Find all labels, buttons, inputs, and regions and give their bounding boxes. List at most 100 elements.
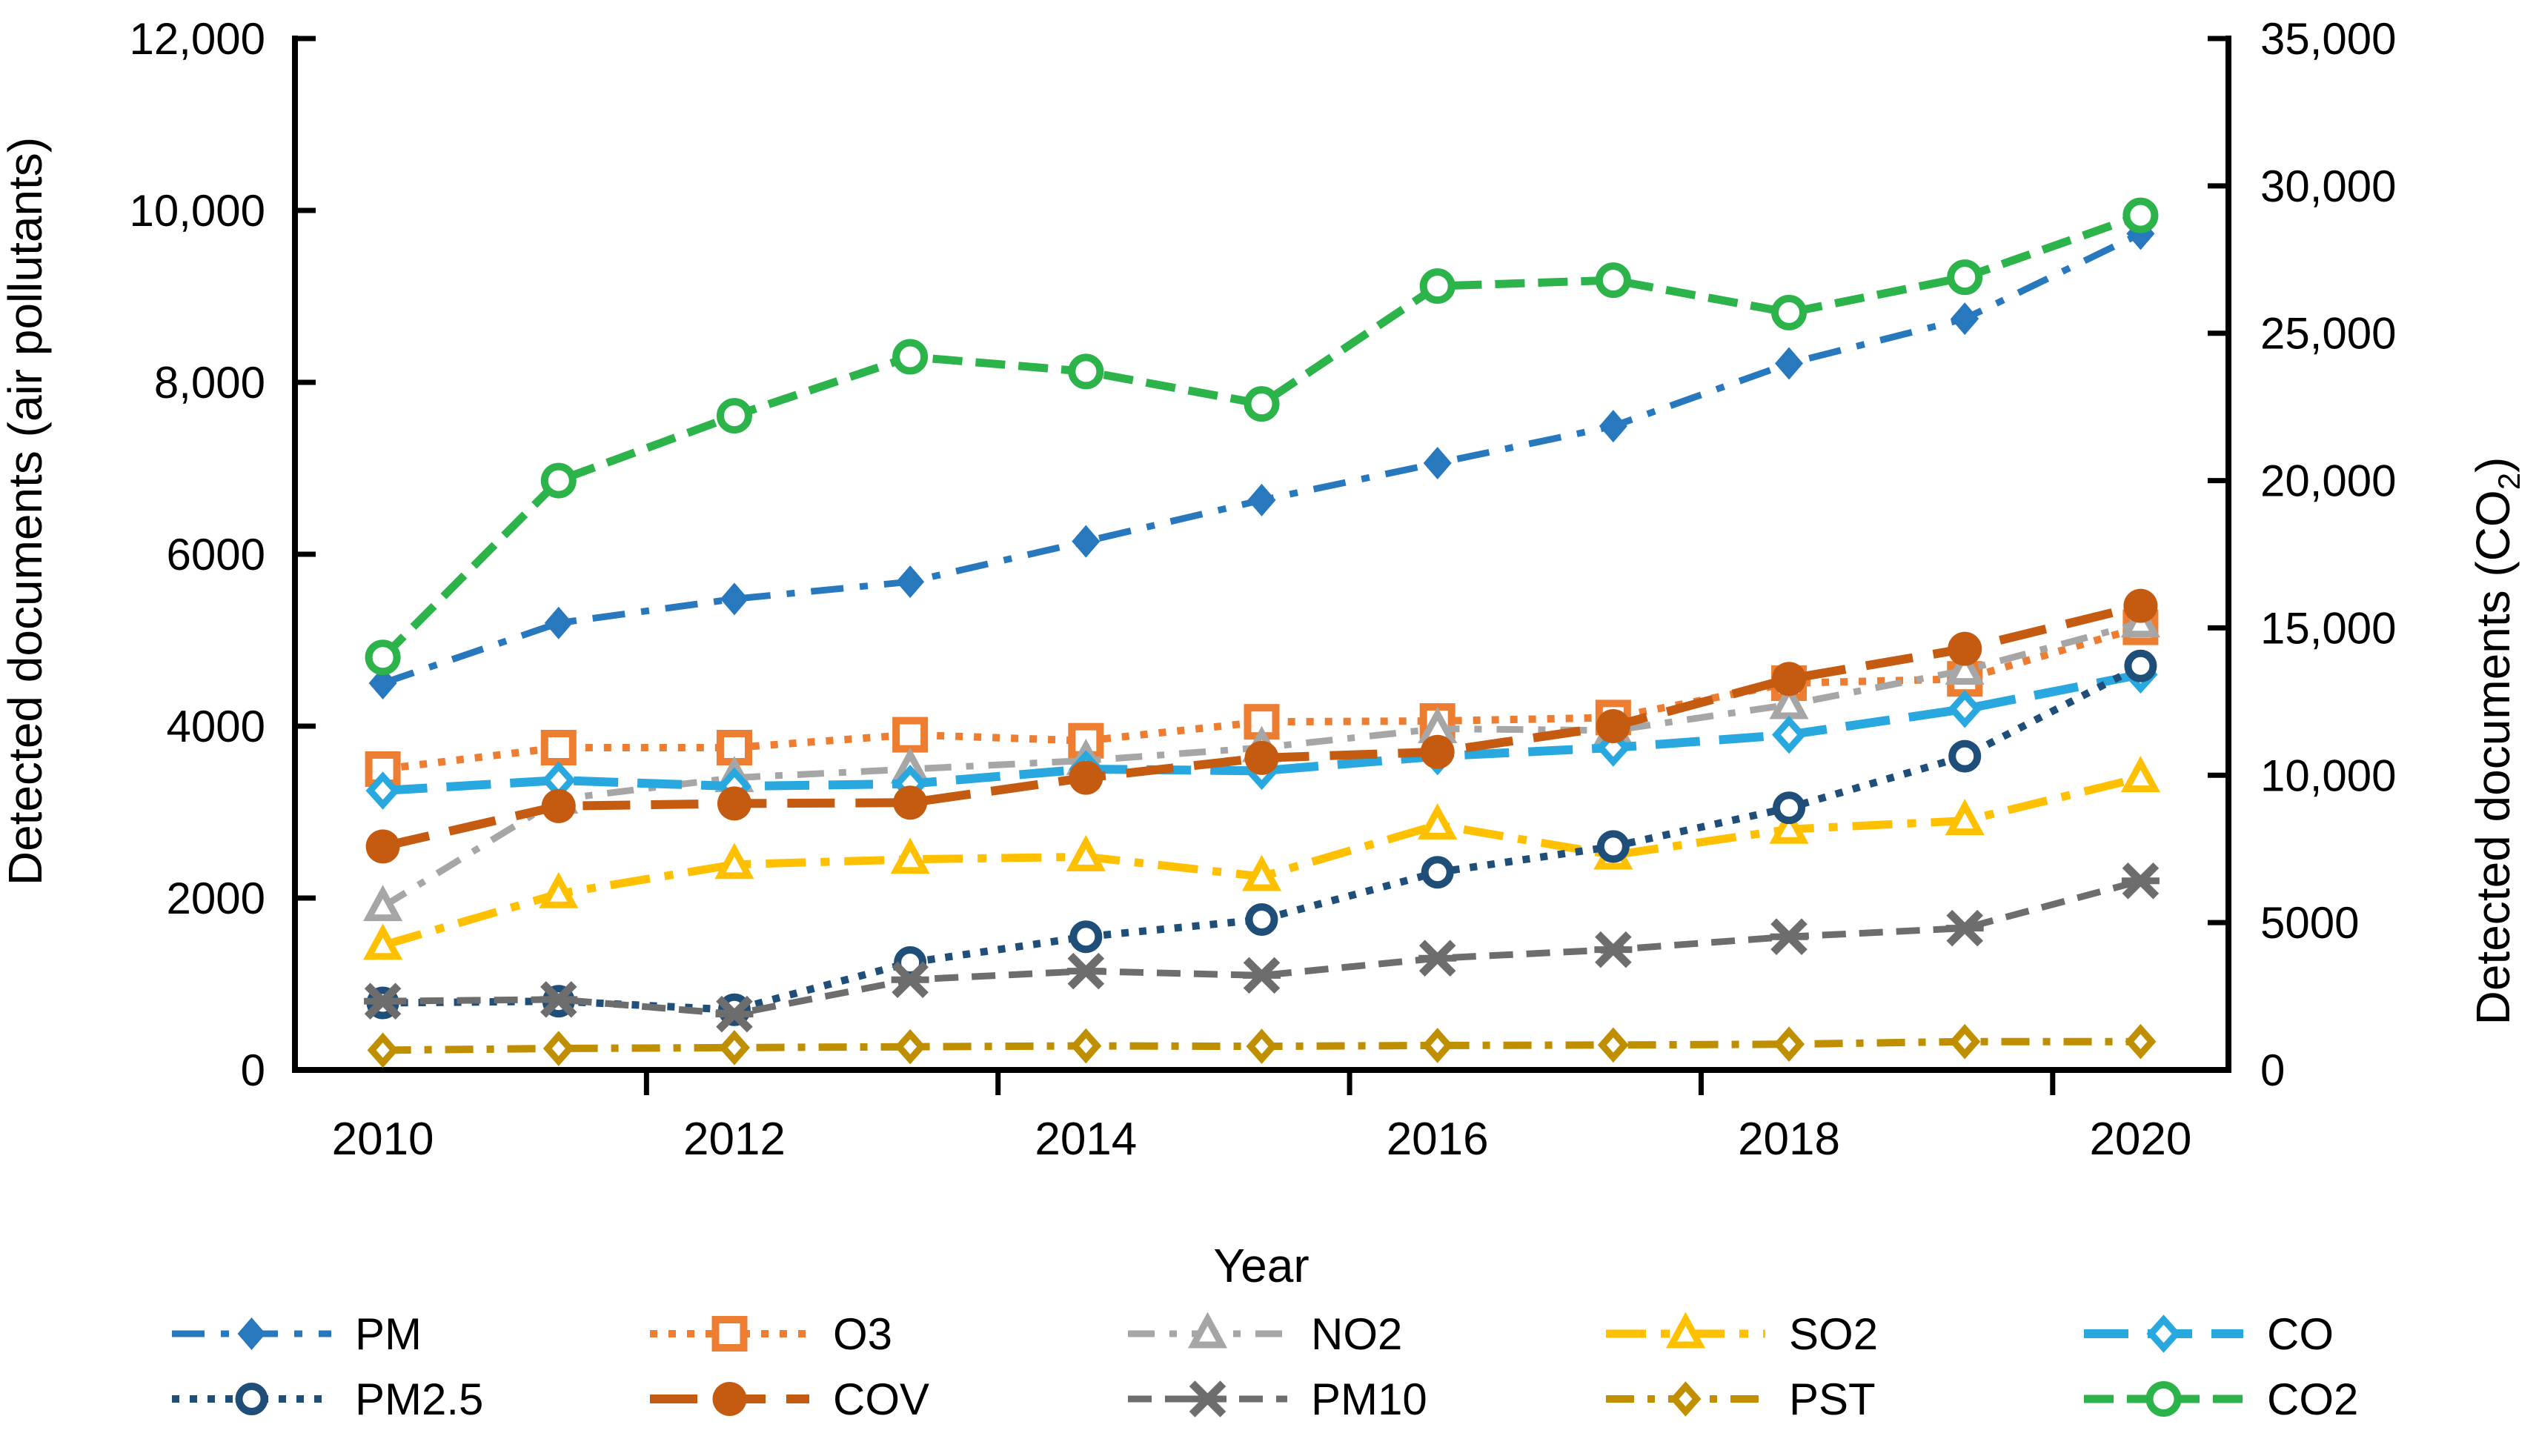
series-PM-marker xyxy=(1951,302,1979,336)
series-COV-line xyxy=(382,601,2142,851)
series-PM-marker xyxy=(1072,525,1101,558)
legend-label-CO2: CO2 xyxy=(2267,1374,2358,1424)
series-PST-marker xyxy=(1246,1028,1278,1064)
legend-marker-NO2 xyxy=(1187,1312,1228,1349)
series-PST-marker xyxy=(542,1031,574,1066)
series-PM-line xyxy=(382,230,2142,687)
legend-marker-COV xyxy=(712,1382,747,1416)
right-axis-tick-label: 10,000 xyxy=(2260,751,2397,800)
series-SO2-marker xyxy=(1945,799,1985,836)
series-PST-marker xyxy=(1070,1028,1102,1064)
series-CO2-marker xyxy=(1068,353,1104,390)
series-PST-marker xyxy=(1597,1027,1629,1063)
series-SO2-marker xyxy=(1241,854,1282,891)
series-SO2-marker xyxy=(1769,807,1809,844)
series-CO-line xyxy=(382,670,2142,795)
series-O3-marker xyxy=(540,730,577,765)
series-COV xyxy=(365,588,2158,864)
series-CO-marker xyxy=(365,771,400,810)
series-SO2-marker xyxy=(363,923,403,960)
legend-item-PM2.5: PM2.5 xyxy=(172,1374,483,1424)
series-PM-marker xyxy=(368,667,397,699)
right-axis-tick-label: 0 xyxy=(2260,1046,2285,1095)
legend-label-PM10: PM10 xyxy=(1311,1374,1427,1424)
series-CO2-marker xyxy=(1595,262,1631,299)
series-COV-marker xyxy=(2123,588,2158,623)
series-PM-marker xyxy=(896,565,925,599)
left-axis-tick-label: 2000 xyxy=(167,874,265,923)
y-axis-title-left: Detected documents (air pollutants) xyxy=(0,137,52,885)
series-COV-marker xyxy=(1948,631,1982,666)
series-PST-marker xyxy=(2125,1023,2157,1060)
y-axis-title-right-close: ) xyxy=(2466,457,2520,473)
series-PM2.5-marker xyxy=(1245,903,1278,936)
legend-label-NO2: NO2 xyxy=(1311,1309,1402,1359)
series-SO2-marker xyxy=(539,871,579,908)
x-axis-tick-label: 2020 xyxy=(2089,1114,2191,1165)
series-PST-marker xyxy=(894,1028,926,1065)
legend-marker-SO2 xyxy=(1665,1312,1706,1349)
series-PM-marker xyxy=(1775,347,1804,380)
series-PM2.5-marker xyxy=(1773,791,1806,825)
y-axis-title-right: Detected documents (CO2) xyxy=(2466,457,2526,1025)
legend-label-SO2: SO2 xyxy=(1789,1309,1878,1359)
series-COV-marker xyxy=(1244,740,1279,775)
series-COV-marker xyxy=(1596,709,1630,743)
legend-item-CO2: CO2 xyxy=(2084,1374,2358,1424)
series-CO2-marker xyxy=(716,398,752,434)
legend-marker-CO2 xyxy=(2145,1381,2182,1417)
series-CO2-marker xyxy=(1244,386,1280,422)
series-COV-marker xyxy=(717,786,751,821)
series-PST xyxy=(367,1023,2157,1068)
series-O3-marker xyxy=(892,717,929,753)
series-SO2-marker xyxy=(2120,756,2160,793)
x-axis-tick-label: 2018 xyxy=(1738,1114,1840,1165)
left-axis-tick-label: 0 xyxy=(241,1046,265,1095)
series-CO2 xyxy=(365,197,2159,676)
series-O3-marker xyxy=(716,730,752,765)
series-CO2-marker xyxy=(1771,294,1808,330)
series-COV-marker xyxy=(365,829,400,864)
right-axis-tick-label: 30,000 xyxy=(2260,162,2397,211)
series-CO2-marker xyxy=(1947,259,1983,296)
x-axis-tick-label: 2014 xyxy=(1035,1114,1137,1165)
series-PM2.5-marker xyxy=(1421,856,1454,889)
legend-label-PM2.5: PM2.5 xyxy=(355,1374,483,1424)
series-COV-marker xyxy=(541,788,576,823)
series-NO2-marker xyxy=(363,885,403,922)
series-PM-marker xyxy=(1247,483,1276,516)
legend-item-NO2: NO2 xyxy=(1128,1309,1402,1359)
legend-item-COV: COV xyxy=(650,1374,929,1424)
legend-label-PST: PST xyxy=(1789,1374,1876,1424)
right-axis-tick-label: 5000 xyxy=(2260,898,2359,948)
legend-item-PM: PM xyxy=(172,1309,422,1359)
series-PM-marker xyxy=(1599,410,1627,443)
legend-marker-PM2.5 xyxy=(235,1383,268,1415)
right-axis-tick-label: 35,000 xyxy=(2260,14,2397,64)
legend-item-PST: PST xyxy=(1606,1374,1876,1424)
x-axis-tick-label: 2010 xyxy=(332,1114,434,1165)
series-CO2-marker xyxy=(1419,268,1455,305)
series-PM-marker xyxy=(720,582,748,616)
series-PM2.5-marker xyxy=(1069,920,1103,954)
left-axis-tick-label: 4000 xyxy=(167,702,265,751)
series-CO2-line xyxy=(379,211,2142,661)
legend-item-O3: O3 xyxy=(650,1309,892,1359)
series-COV-marker xyxy=(1420,734,1455,769)
series-SO2 xyxy=(363,756,2160,960)
series-CO-marker xyxy=(1948,690,1982,728)
series-PST-marker xyxy=(1773,1026,1805,1063)
right-axis-tick-label: 20,000 xyxy=(2260,456,2397,506)
series-SO2-marker xyxy=(1066,834,1106,871)
series-PST-marker xyxy=(1421,1028,1453,1063)
series-PM2.5-marker xyxy=(1948,739,1982,773)
y-axis-title-right-text: Detected documents (CO xyxy=(2466,490,2520,1025)
series-PST-marker xyxy=(718,1030,750,1066)
series-PM2.5-marker xyxy=(2124,649,2157,682)
legend-marker-CO xyxy=(2146,1314,2181,1353)
legend-item-PM10: PM10 xyxy=(1128,1374,1427,1424)
series-PM-marker xyxy=(544,606,573,639)
series-CO2-marker xyxy=(2122,197,2159,233)
